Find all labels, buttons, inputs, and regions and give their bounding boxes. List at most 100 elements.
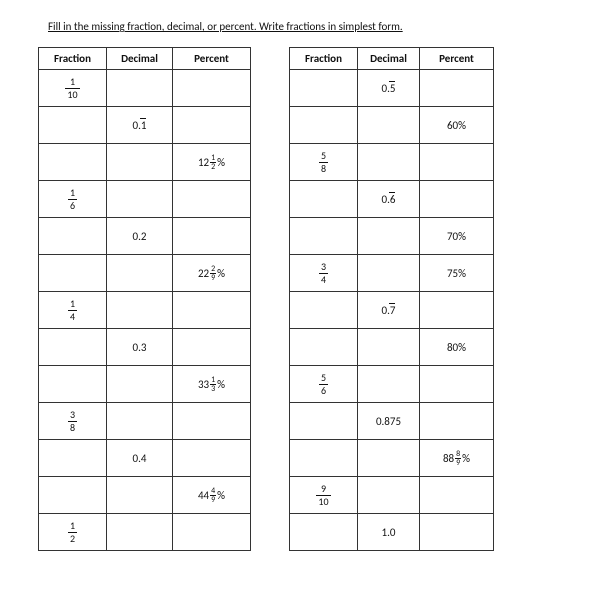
fraction-value: 34	[319, 262, 328, 285]
table-row: 0.3	[39, 329, 251, 366]
decimal-value: 0.5	[382, 82, 396, 95]
fraction-value: 16	[68, 188, 77, 211]
table-row: 1212%	[39, 144, 251, 181]
cell-percent: 60%	[420, 107, 494, 144]
cell-percent	[420, 144, 494, 181]
cell-decimal	[107, 292, 173, 329]
cell-percent: 70%	[420, 218, 494, 255]
cell-decimal: 0.3	[107, 329, 173, 366]
table-row: 12	[39, 514, 251, 551]
fraction-value: 89	[455, 450, 461, 467]
cell-fraction	[290, 403, 358, 440]
table-row: 0.4	[39, 440, 251, 477]
cell-decimal	[107, 366, 173, 403]
table-row: 14	[39, 292, 251, 329]
cell-decimal	[107, 477, 173, 514]
cell-decimal	[358, 329, 420, 366]
cell-fraction: 910	[290, 477, 358, 514]
table-row: 110	[39, 70, 251, 107]
table-row: 56	[290, 366, 494, 403]
cell-percent: 3313%	[173, 366, 251, 403]
cell-decimal	[107, 70, 173, 107]
cell-percent: 4449%	[173, 477, 251, 514]
percent-value: 60%	[447, 119, 466, 132]
cell-fraction	[39, 107, 107, 144]
cell-fraction: 38	[39, 403, 107, 440]
tables-container: Fraction Decimal Percent 1100.11212%160.…	[30, 47, 570, 551]
cell-decimal: 0.6	[358, 181, 420, 218]
cell-decimal: 0.2	[107, 218, 173, 255]
cell-decimal: 0.7	[358, 292, 420, 329]
cell-decimal: 0.1	[107, 107, 173, 144]
cell-fraction	[290, 292, 358, 329]
decimal-value: 1.0	[382, 526, 396, 539]
col-header-percent: Percent	[173, 48, 251, 70]
cell-decimal	[107, 514, 173, 551]
cell-fraction: 56	[290, 366, 358, 403]
cell-fraction: 12	[39, 514, 107, 551]
cell-decimal: 0.5	[358, 70, 420, 107]
fraction-value: 38	[68, 410, 77, 433]
table-row: 4449%	[39, 477, 251, 514]
cell-percent	[173, 107, 251, 144]
fraction-value: 13	[210, 376, 216, 393]
table-row: 8889%	[290, 440, 494, 477]
cell-percent	[173, 403, 251, 440]
cell-percent: 1212%	[173, 144, 251, 181]
cell-fraction	[39, 477, 107, 514]
cell-percent	[420, 292, 494, 329]
fraction-value: 12	[210, 154, 216, 171]
cell-percent	[173, 218, 251, 255]
cell-percent: 2229%	[173, 255, 251, 292]
right-tbody: 0.5 60% 58 0.6 70% 3475% 0.7 80% 560.8758889% 910…	[290, 70, 494, 551]
percent-value: 70%	[447, 230, 466, 243]
cell-decimal	[358, 440, 420, 477]
table-row: 16	[39, 181, 251, 218]
fraction-value: 58	[319, 151, 328, 174]
cell-fraction: 34	[290, 255, 358, 292]
table-row: 0.875	[290, 403, 494, 440]
cell-percent	[420, 403, 494, 440]
cell-percent	[420, 70, 494, 107]
decimal-value: 0.2	[133, 230, 147, 243]
decimal-value: 0.1	[133, 119, 147, 132]
right-table: Fraction Decimal Percent 0.560%580.670%3…	[289, 47, 494, 551]
cell-percent: 80%	[420, 329, 494, 366]
cell-decimal	[358, 218, 420, 255]
table-row: 3313%	[39, 366, 251, 403]
cell-decimal	[107, 144, 173, 181]
cell-percent	[173, 292, 251, 329]
cell-percent	[173, 181, 251, 218]
left-table: Fraction Decimal Percent 1100.11212%160.…	[38, 47, 251, 551]
decimal-value: 0.3	[133, 341, 147, 354]
cell-percent	[173, 440, 251, 477]
table-row: 0.6	[290, 181, 494, 218]
cell-decimal	[358, 477, 420, 514]
cell-fraction	[290, 181, 358, 218]
table-row: 58	[290, 144, 494, 181]
cell-decimal: 1.0	[358, 514, 420, 551]
table-row: 60%	[290, 107, 494, 144]
table-row: 1.0	[290, 514, 494, 551]
cell-percent	[173, 514, 251, 551]
cell-fraction: 110	[39, 70, 107, 107]
table-row: 0.2	[39, 218, 251, 255]
cell-fraction	[290, 218, 358, 255]
cell-fraction: 58	[290, 144, 358, 181]
cell-fraction	[290, 70, 358, 107]
cell-percent	[420, 477, 494, 514]
fraction-value: 12	[68, 521, 77, 544]
table-row: 80%	[290, 329, 494, 366]
cell-fraction	[290, 440, 358, 477]
cell-fraction: 14	[39, 292, 107, 329]
cell-decimal	[107, 255, 173, 292]
cell-percent: 8889%	[420, 440, 494, 477]
cell-fraction	[39, 218, 107, 255]
left-tbody: 110 0.1 1212% 16 0.2 2229% 14 0.3 3313% 38 0.44449…	[39, 70, 251, 551]
cell-fraction	[39, 366, 107, 403]
cell-fraction	[39, 255, 107, 292]
cell-fraction	[290, 329, 358, 366]
cell-decimal	[107, 181, 173, 218]
decimal-value: 0.7	[382, 304, 396, 317]
table-row: 3475%	[290, 255, 494, 292]
